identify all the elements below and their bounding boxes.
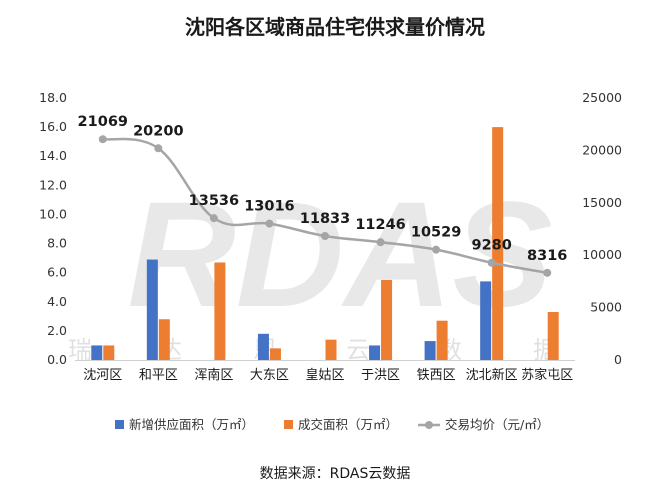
legend-swatch-sales bbox=[284, 420, 293, 429]
y-right-tick-label: 0 bbox=[614, 352, 622, 367]
legend-marker-price bbox=[425, 421, 433, 429]
price-data-label: 10529 bbox=[411, 225, 461, 241]
price-point bbox=[321, 231, 329, 240]
x-category-label: 沈北新区 bbox=[466, 367, 518, 383]
watermark-char: 瑞 bbox=[68, 336, 92, 364]
supply-bar bbox=[424, 341, 436, 360]
supply-bar bbox=[369, 345, 381, 360]
price-data-label: 21069 bbox=[78, 114, 128, 130]
supply-bar bbox=[91, 345, 103, 360]
bars bbox=[91, 127, 559, 360]
sales-bar bbox=[214, 262, 226, 360]
legend: 新增供应面积（万㎡） 成交面积（万㎡） 交易均价（元/㎡） bbox=[115, 417, 549, 432]
y-right-tick-label: 15000 bbox=[582, 195, 622, 210]
y-left-tick-label: 10.0 bbox=[39, 206, 67, 221]
y-left-tick-label: 6.0 bbox=[47, 265, 67, 280]
sales-bar bbox=[158, 319, 170, 360]
price-data-label: 13016 bbox=[244, 199, 294, 215]
sales-bar bbox=[381, 279, 393, 360]
price-data-label: 20200 bbox=[133, 123, 183, 139]
y-left-tick-label: 8.0 bbox=[47, 236, 67, 251]
y-right-tick-label: 5000 bbox=[590, 300, 622, 315]
legend-swatch-supply bbox=[115, 420, 124, 429]
y-left-tick-label: 2.0 bbox=[47, 323, 67, 338]
y-left-tick-label: 18.0 bbox=[39, 90, 67, 105]
y-left-tick-label: 14.0 bbox=[39, 148, 67, 163]
x-category-label: 于洪区 bbox=[361, 368, 400, 383]
price-line: 21069 20200 13536 13016 11833 11246 10529 9280 8… bbox=[78, 114, 567, 277]
y-right-tick-label: 10000 bbox=[582, 247, 622, 262]
price-point bbox=[376, 238, 385, 247]
price-data-label: 8316 bbox=[527, 248, 567, 264]
y-right-tick-label: 20000 bbox=[582, 142, 622, 157]
price-point bbox=[98, 135, 107, 144]
x-category-label: 大东区 bbox=[250, 368, 289, 383]
legend-label-sales: 成交面积（万㎡） bbox=[298, 417, 398, 432]
sales-bar bbox=[325, 339, 337, 360]
price-point bbox=[209, 214, 218, 223]
y-right-tick-label: 25000 bbox=[582, 90, 622, 105]
sales-bar bbox=[492, 127, 504, 360]
sales-bar bbox=[269, 348, 281, 360]
supply-bar bbox=[146, 259, 158, 360]
legend-label-supply: 新增供应面积（万㎡） bbox=[129, 417, 254, 432]
price-data-label: 11246 bbox=[355, 217, 405, 233]
sales-bar bbox=[103, 345, 115, 360]
supply-bar bbox=[480, 281, 492, 360]
price-point bbox=[487, 258, 496, 267]
price-point bbox=[432, 245, 441, 254]
supply-bar bbox=[257, 333, 269, 360]
sales-bar bbox=[436, 320, 448, 360]
watermark-char: 云 bbox=[346, 336, 370, 364]
x-category-label: 浑南区 bbox=[194, 367, 233, 383]
y-left-tick-label: 4.0 bbox=[47, 294, 67, 309]
y-left-tick-label: 16.0 bbox=[39, 119, 67, 134]
x-category-label: 铁西区 bbox=[417, 368, 456, 383]
price-data-label: 13536 bbox=[189, 193, 239, 209]
x-category-label: 和平区 bbox=[139, 368, 178, 383]
price-point bbox=[154, 144, 163, 153]
y-left-tick-label: 0.0 bbox=[47, 352, 67, 367]
price-data-label: 9280 bbox=[471, 238, 511, 254]
x-category-label: 沈河区 bbox=[83, 368, 122, 383]
sales-bar bbox=[547, 311, 559, 360]
chart-title: 沈阳各区域商品住宅供求量价情况 bbox=[185, 15, 485, 39]
y-left-tick-label: 12.0 bbox=[39, 177, 67, 192]
price-data-label: 11833 bbox=[300, 211, 350, 227]
axes: 0.0 2.0 4.0 6.0 8.0 10.0 12.0 14.0 16.0 18.0 0 5000… bbox=[39, 90, 622, 383]
price-point bbox=[265, 219, 274, 228]
x-category-label: 苏家屯区 bbox=[521, 367, 573, 383]
legend-label-price: 交易均价（元/㎡） bbox=[445, 417, 549, 432]
watermark: RDAS瑞达恩云数据 bbox=[68, 170, 557, 364]
source-note: 数据来源：RDAS云数据 bbox=[260, 466, 411, 482]
x-category-label: 皇姑区 bbox=[305, 368, 344, 383]
price-point bbox=[543, 268, 552, 277]
